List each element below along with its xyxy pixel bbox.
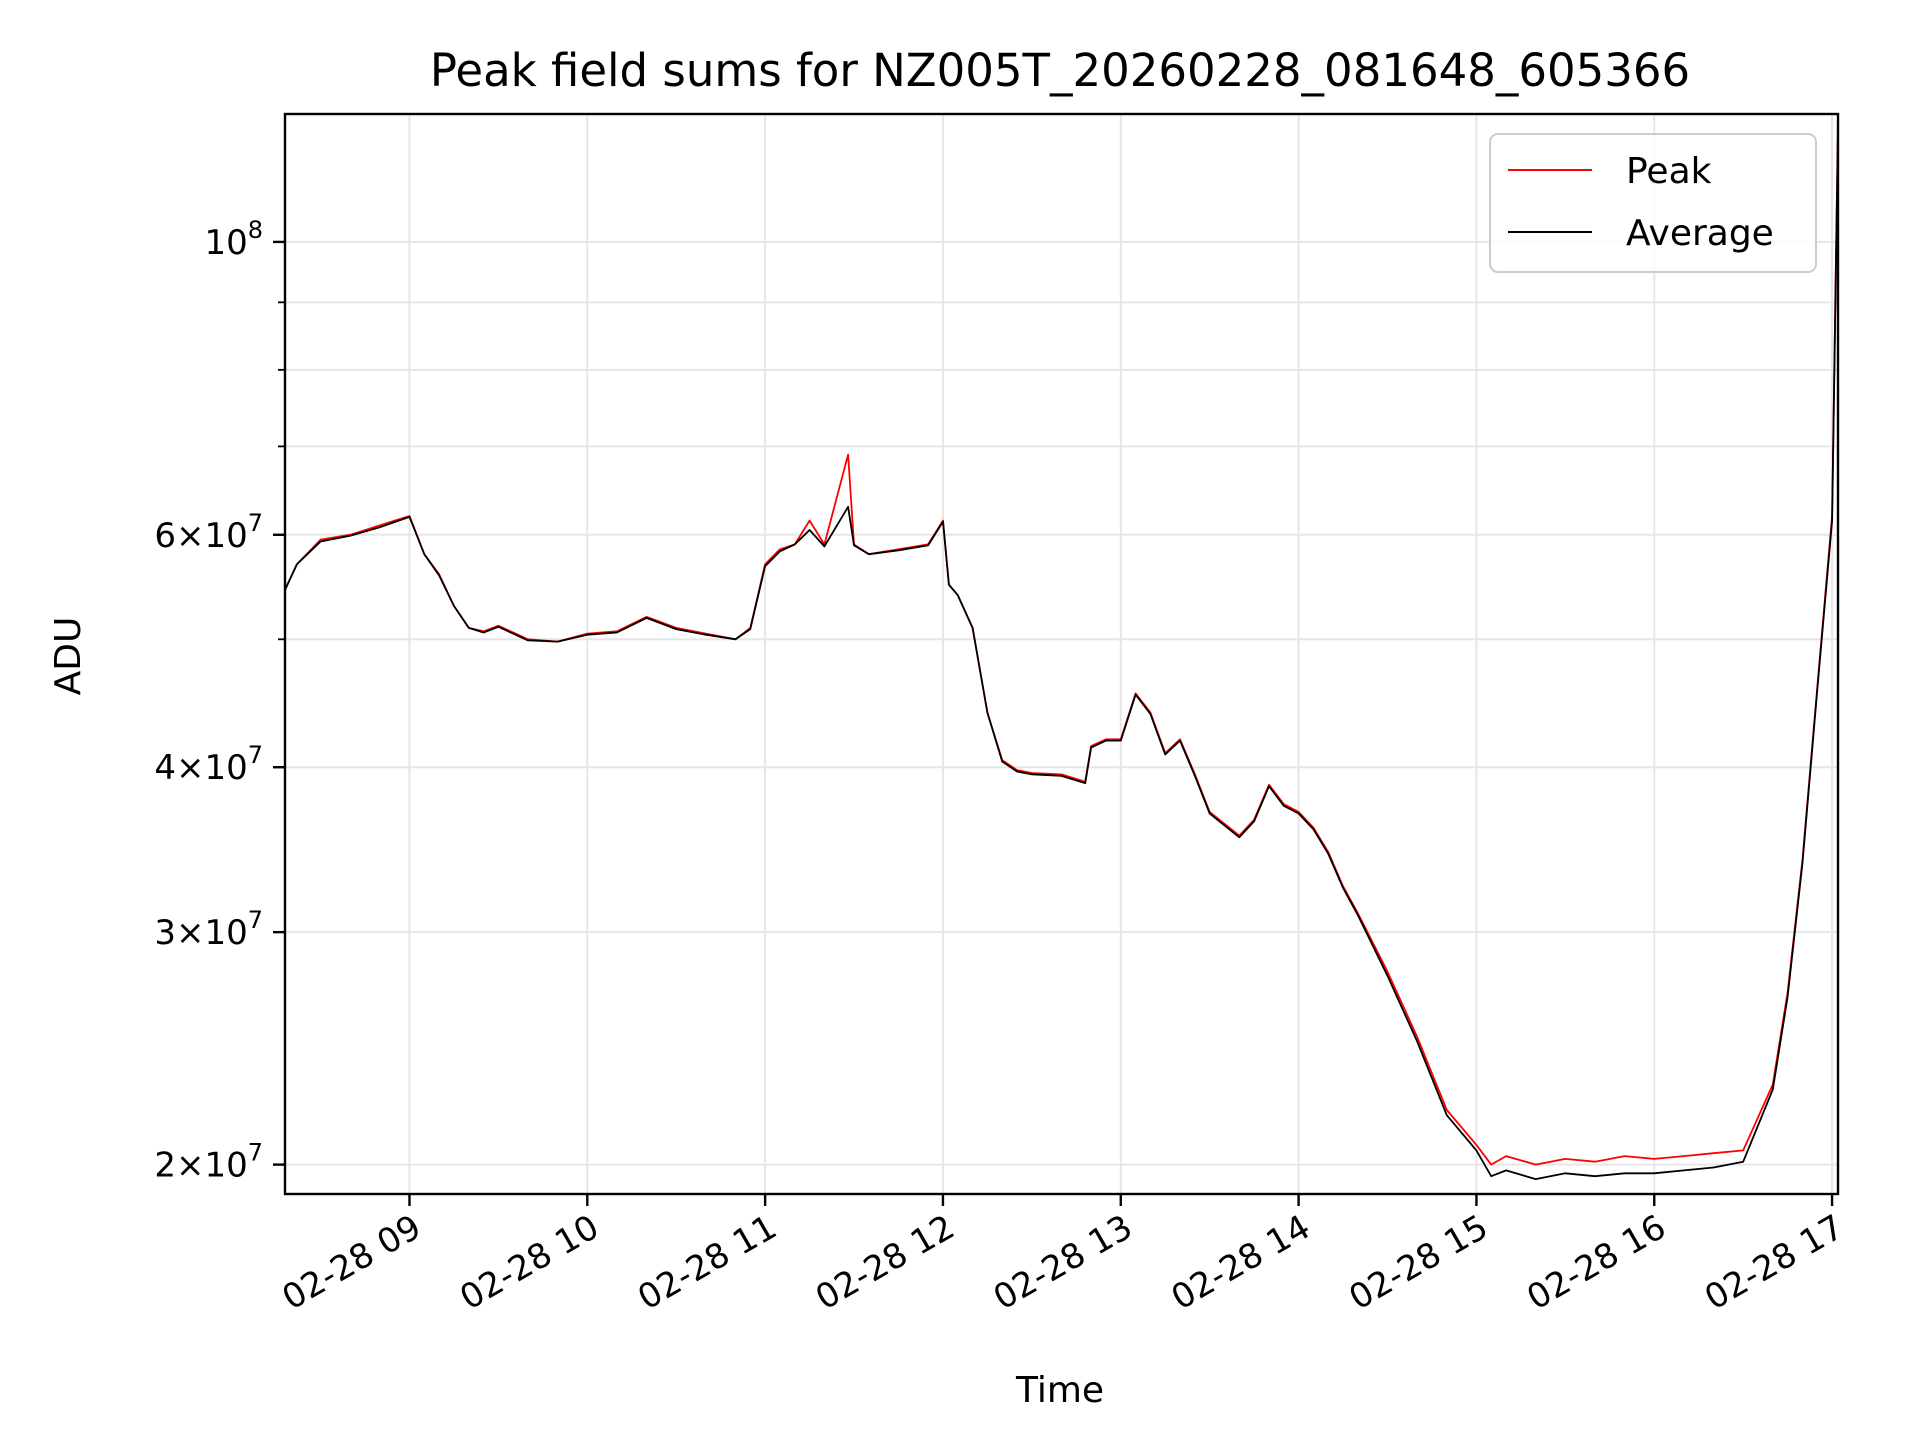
series-layer — [284, 123, 1839, 1180]
y-tick-label: 108 — [204, 216, 263, 263]
legend-box — [1489, 133, 1817, 273]
x-axis-label: Time — [1015, 1370, 1104, 1411]
y-tick-exponent: 7 — [248, 509, 263, 537]
y-tick-mantissa: 2×10 — [154, 1146, 247, 1186]
y-tick-label: 2×107 — [154, 1139, 263, 1186]
y-tick-mantissa: 3×10 — [154, 913, 247, 953]
y-tick-mantissa: 10 — [204, 223, 247, 263]
chart-title: Peak field sums for NZ005T_20260228_0816… — [430, 44, 1690, 97]
y-tick-exponent: 8 — [248, 216, 263, 244]
legend-label-peak: Peak — [1626, 151, 1712, 192]
legend-label-average: Average — [1626, 213, 1774, 254]
y-tick-label: 6×107 — [154, 509, 263, 556]
y-tick-label: 4×107 — [154, 741, 263, 788]
y-tick-label: 3×107 — [154, 906, 263, 953]
series-line-average — [284, 127, 1839, 1180]
y-tick-mantissa: 4×10 — [154, 748, 247, 788]
y-axis-label: ADU — [48, 617, 89, 696]
y-tick-mantissa: 6×10 — [154, 516, 247, 556]
y-tick-exponent: 7 — [248, 906, 263, 934]
legend: Peak Average — [1489, 133, 1817, 273]
y-tick-exponent: 7 — [248, 741, 263, 769]
y-tick-exponent: 7 — [248, 1139, 263, 1167]
plot-area-frame — [283, 112, 1840, 1196]
